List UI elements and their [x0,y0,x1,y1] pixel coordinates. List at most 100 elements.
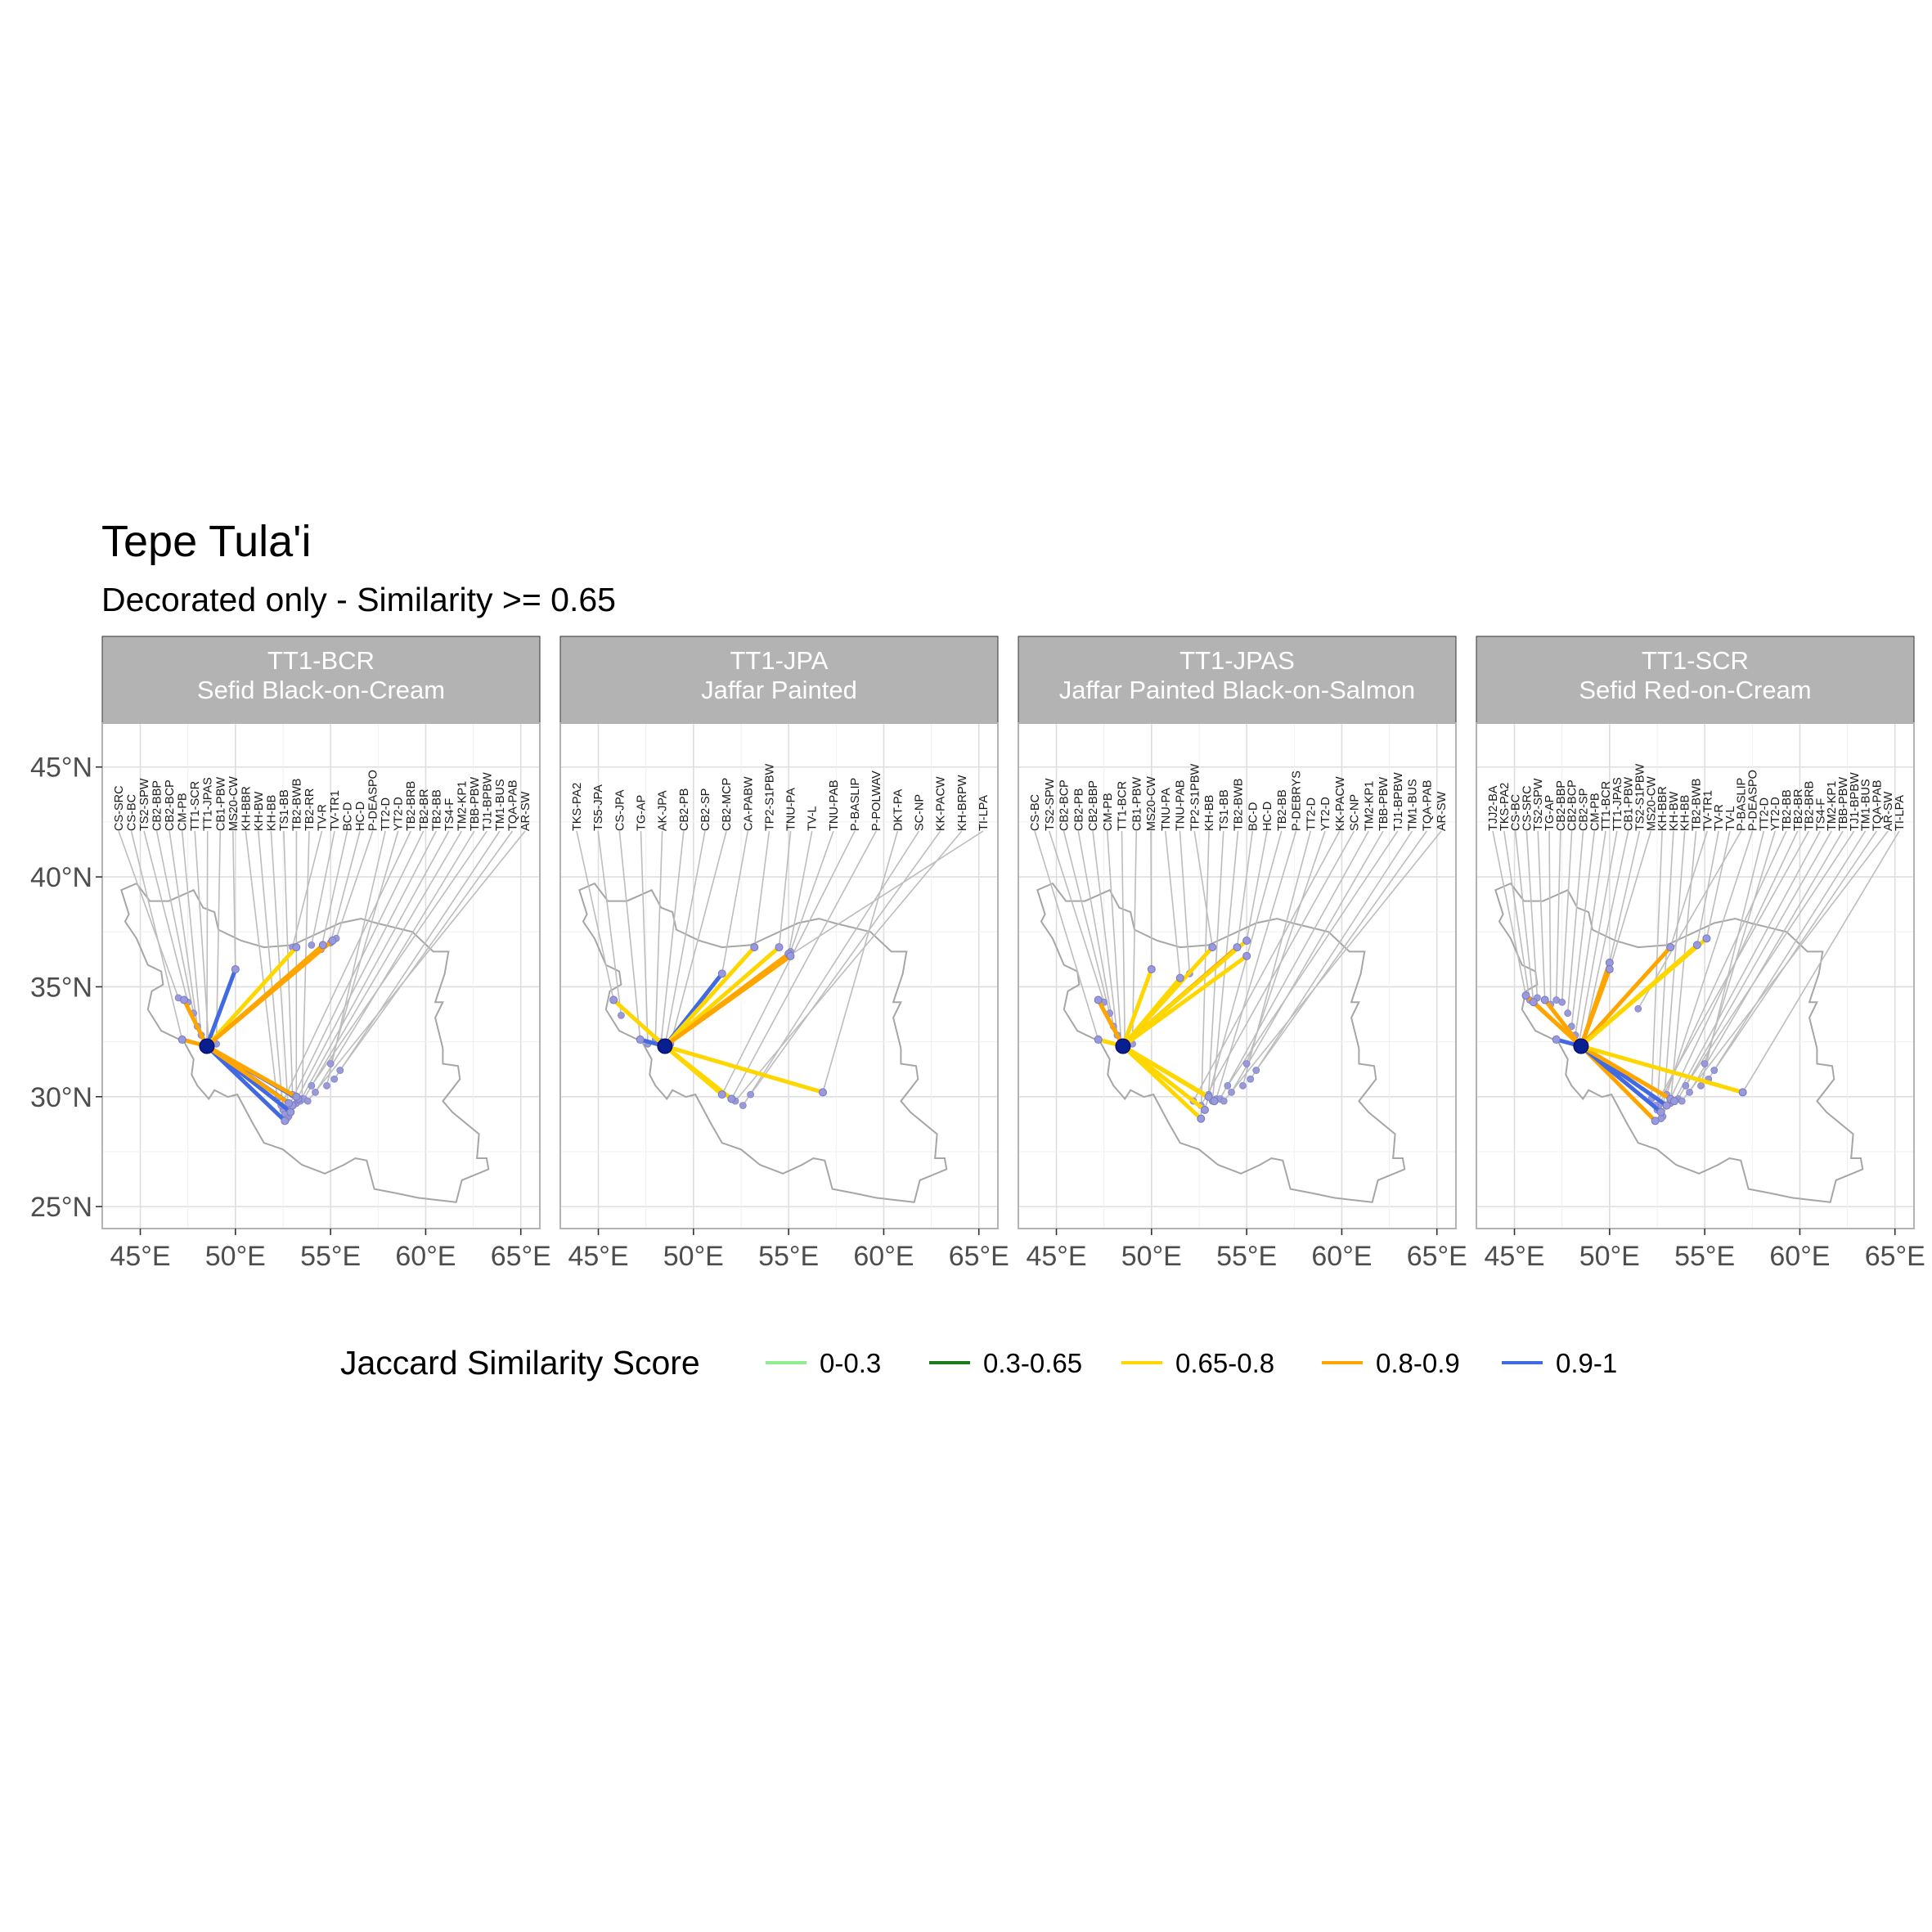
label-leader-line [670,830,727,1045]
label-leader-line [788,830,813,955]
site-label: CB2-SP [699,789,712,831]
x-axis-tick-label: 45°E [110,1241,170,1272]
y-axis-tick-label: 45°N [30,753,92,784]
x-axis-tick-label: 60°E [1311,1241,1372,1272]
site-point [739,1102,747,1109]
label-leader-line [640,830,649,1045]
label-leader-line [1121,830,1126,1045]
label-leader-line [1669,830,1697,1103]
site-label: TB2-BWB [290,779,303,831]
linked-site-point [1197,1114,1206,1123]
site-point [1247,1075,1255,1083]
label-leader-line [1714,830,1878,1071]
site-point [1252,1067,1260,1074]
country-outline [120,882,490,1203]
label-leader-line [1537,830,1546,1000]
label-leader-line [181,830,202,1036]
site-label: AR-SW [1882,791,1895,831]
linked-site-point [1552,1035,1561,1044]
site-label: AR-SW [519,791,532,831]
label-leader-line [1570,830,1596,1027]
site-label: CM-PB [1102,793,1115,831]
label-leader-line [1514,830,1534,1003]
site-label: BC-D [1247,802,1260,831]
label-leader-line [1223,830,1442,1102]
label-leader-line [1654,830,1810,1106]
label-leader-line [735,830,963,1102]
label-leader-line [721,830,749,974]
site-label: CB2-PB [1072,789,1085,831]
label-leader-line [1525,830,1539,998]
site-label: TBB-PBW [469,777,482,831]
site-label: TT1-BCR [1600,781,1613,831]
linked-site-point [1702,934,1711,943]
linked-site-point [281,1117,290,1126]
label-leader-line [789,830,834,952]
site-label: CB2-SP [1577,789,1590,831]
site-point [1558,998,1566,1006]
label-leader-line [334,830,501,1080]
panel-border [559,722,999,1229]
chart-title: Tepe Tula'i [101,517,311,566]
label-leader-line [1582,830,1629,1045]
panel-background [102,723,540,1229]
label-leader-line [303,830,463,1099]
site-label: TB2-BRB [405,781,418,831]
x-axis-tick-label: 55°E [1674,1241,1735,1272]
label-leader-line [822,830,899,1093]
linked-site-point [1242,951,1251,960]
site-label: TI-LPA [1894,795,1907,831]
similarity-link [663,954,793,1049]
label-leader-line [130,830,183,1040]
label-leader-line [311,830,335,946]
y-axis-tick-label: 25°N [30,1192,92,1223]
linked-site-point [1738,1088,1747,1097]
site-label: TS5-JPA [592,784,605,831]
site-label: TG-AP [1543,795,1557,831]
site-label: TJ1-BPBW [1849,772,1862,831]
site-label: BC-D [342,802,355,831]
label-leader-line [1705,830,1731,939]
label-leader-line [270,830,290,1117]
site-label: TV-L [1724,806,1737,831]
linked-site-point [177,1035,186,1044]
label-leader-line [1609,830,1641,964]
site-label: P-BASLIP [849,778,862,831]
site-label: CB2-BBP [1087,780,1100,831]
site-label: TBB-PBW [1837,777,1850,831]
label-leader-line [1150,830,1152,969]
site-point [1228,1089,1235,1096]
label-leader-line [1200,830,1355,1106]
similarity-link [1121,1044,1207,1112]
site-label: CS-BC [1510,794,1523,831]
site-label: CB2-BCP [164,780,177,831]
site-label: CB2-BCP [1058,780,1072,831]
facet-strip-label: Sefid Red-on-Cream [1579,676,1811,704]
legend-label: 0.9-1 [1556,1348,1617,1378]
label-leader-line [753,830,771,948]
site-label: TT1-JPAS [1611,777,1624,831]
similarity-link [663,1044,734,1101]
label-leader-line [284,830,425,1115]
x-axis-tick-label: 65°E [491,1241,551,1272]
linked-site-point [1200,1105,1209,1114]
site-point [1682,1081,1690,1090]
x-axis-tick-label: 50°E [1121,1241,1182,1272]
y-axis-tick-label: 40°N [30,862,92,893]
linked-site-point [609,995,618,1004]
label-leader-line [1677,830,1832,1099]
x-axis-tick-label: 50°E [1579,1241,1640,1272]
site-label: TS4-F [1814,798,1827,831]
x-axis-tick-label: 65°E [1865,1241,1925,1272]
site-label: CM-PB [1588,793,1602,831]
site-point [1697,1081,1705,1090]
site-point [1242,1060,1251,1067]
linked-site-point [318,941,327,950]
facet-strip-label: TT1-SCR [1642,646,1749,675]
x-axis-tick-label: 50°E [663,1241,724,1272]
linked-site-point [1204,1092,1213,1101]
site-label: TB2-BR [1792,789,1805,831]
site-label: KH-BRPW [956,775,969,831]
site-label: TI-LPA [977,795,991,831]
